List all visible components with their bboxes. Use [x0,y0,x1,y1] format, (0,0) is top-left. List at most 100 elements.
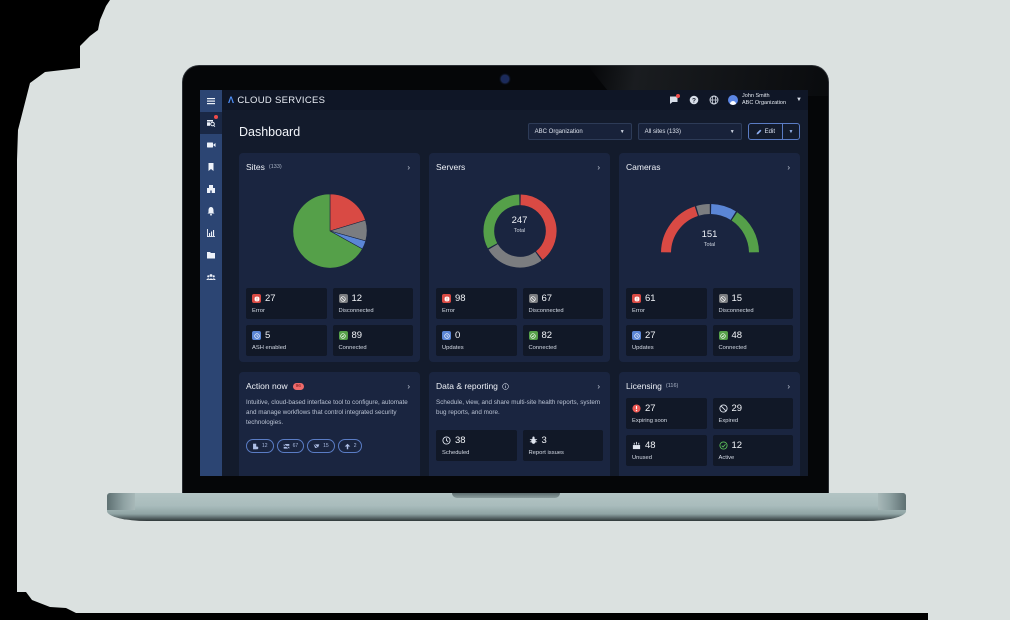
cameras-total-label: Total [703,242,716,248]
stat-active[interactable]: 12 Active [712,435,793,466]
brand-logo[interactable]: Λ CLOUD SERVICES [228,95,325,106]
stat-connected[interactable]: 48 Connected [712,325,793,356]
help-button[interactable]: ? [688,95,699,106]
action-count-badge: 96 [292,382,304,390]
card-title: Action now [246,381,288,391]
stat-value: 27 [645,403,656,414]
sidebar-item-bookmarks[interactable] [200,156,222,178]
card-title: Servers [436,162,466,172]
chevron-right-icon[interactable]: › [787,381,790,391]
card-description: Schedule, view, and share multi-site hea… [436,399,601,416]
stat-disconnected[interactable]: 67 Disconnected [522,288,603,319]
chevron-right-icon[interactable]: › [597,162,600,172]
chevron-right-icon[interactable]: › [787,162,790,172]
page-title: Dashboard [239,124,301,139]
info-icon[interactable] [502,382,509,390]
buildings-icon [207,185,215,193]
sidebar-item-sites[interactable] [200,178,222,200]
unused-icon [632,441,641,450]
stat-error[interactable]: 61 Error [626,288,707,319]
stat-value: 38 [455,435,466,446]
base-notch [452,493,560,498]
stat-error[interactable]: 27 Error [246,288,327,319]
action-pill-upgrades[interactable]: 2 [337,439,363,453]
sites-pie-chart [246,173,413,288]
stat-value: 3 [541,435,547,446]
stat-value: 48 [731,330,743,341]
edit-button[interactable]: Edit [749,124,783,139]
stat-label: Expired [718,418,739,424]
dashboard-main: Dashboard ABC Organization ▼ All sites (… [222,110,808,476]
sidebar-item-site-search[interactable] [200,112,222,134]
stat-value: 98 [455,293,466,304]
notification-dot [214,115,218,119]
card-title: Licensing [626,381,662,391]
stat-unused[interactable]: 48 Unused [626,435,707,466]
language-button[interactable] [708,95,719,106]
stat-label: Disconnected [528,308,564,314]
svg-text:?: ? [692,97,696,104]
card-title: Data & reporting [436,381,498,391]
chevron-right-icon[interactable]: › [597,381,600,391]
stat-label: Updates [442,345,464,351]
action-pill-camera-issues[interactable]: 15 [307,439,335,453]
sidebar-item-users[interactable] [200,266,222,288]
connected-icon [528,331,538,340]
edit-dropdown-button[interactable]: ▼ [783,124,799,139]
base-hinge-left [107,493,135,510]
stat-connected[interactable]: 89 Connected [332,325,413,356]
laptop-lid: Λ CLOUD SERVICES ? John Smith [183,66,828,496]
organization-select[interactable]: ABC Organization ▼ [527,123,632,140]
stat-scheduled[interactable]: 38 Scheduled [436,430,517,461]
stat-updates[interactable]: 0 Updates [436,325,517,356]
sidebar-item-menu[interactable] [200,90,222,112]
arrow-up-icon [344,443,350,449]
bell-icon [207,207,215,216]
stat-disconnected[interactable]: 15 Disconnected [712,288,793,319]
stat-value: 29 [731,403,743,414]
stat-connected[interactable]: 82 Connected [522,325,603,356]
user-menu[interactable]: John Smith ABC Organization ▼ [728,93,802,107]
stat-value: 67 [541,293,553,304]
blocked-icon [718,404,728,413]
card-description: Intuitive, cloud-based interface tool to… [246,399,408,426]
bookmark-icon [208,163,214,171]
stat-label: ASH enabled [252,345,287,351]
stat-value: 61 [645,293,656,304]
video-camera-icon [207,142,216,148]
sidebar-item-cameras[interactable] [200,134,222,156]
stat-label: Error [442,308,455,314]
hamburger-icon [207,98,215,105]
action-pill-server-issues[interactable]: 67 [276,439,305,453]
stat-report-issues[interactable]: 3 Report issues [522,430,603,461]
alert-circle-icon [632,404,641,413]
action-now-card: Action now 96 › Intuitive, cloud-based i… [239,372,420,476]
disconnected-icon [338,294,348,303]
brand-name: CLOUD SERVICES [237,94,326,106]
sidebar-item-files[interactable] [200,244,222,266]
sidebar-item-alerts[interactable] [200,200,222,222]
stat-expired[interactable]: 29 Expired [712,398,793,429]
action-pill-site-alerts[interactable]: 12 [246,439,274,453]
disconnected-icon [528,294,538,303]
sites-select[interactable]: All sites (133) ▼ [637,123,742,140]
stat-expiring-soon[interactable]: 27 Expiring soon [626,398,707,429]
bar-chart-icon [207,229,215,237]
cameras-gauge-chart: 151 Total [626,173,793,288]
chevron-right-icon[interactable]: › [407,162,410,172]
edit-button-group: Edit ▼ [747,123,800,140]
stat-disconnected[interactable]: 12 Disconnected [332,288,413,319]
laptop-base [107,493,906,521]
chevron-down-icon: ▼ [619,128,625,135]
stat-error[interactable]: 98 Error [436,288,517,319]
stat-label: Connected [718,345,747,351]
cameras-card: Cameras › 151 Total 61 Error 15 Disconnecte… [619,153,800,362]
stat-updates[interactable]: 27 Updates [626,325,707,356]
messages-button[interactable] [668,93,681,106]
sidebar-item-reports[interactable] [200,222,222,244]
stat-value: 12 [731,440,743,451]
edit-label: Edit [764,128,775,135]
connected-icon [718,331,728,340]
stat-ash-enabled[interactable]: 5 ASH enabled [246,325,327,356]
chevron-right-icon[interactable]: › [407,381,410,391]
